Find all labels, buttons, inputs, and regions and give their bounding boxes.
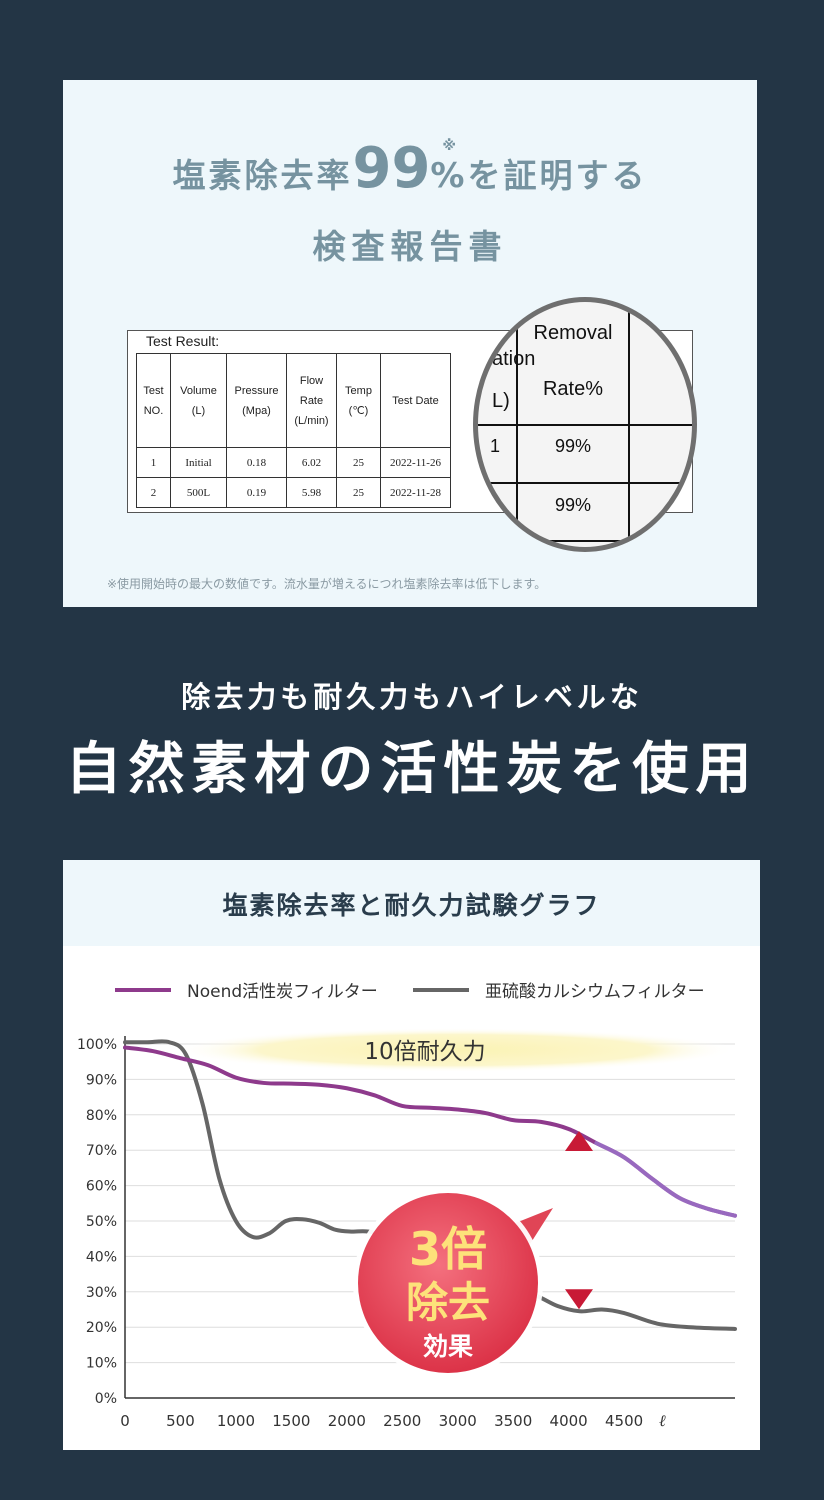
table-cell: 5.98 — [286, 477, 337, 508]
table-cell: 6.02 — [286, 447, 337, 478]
y-tick-label: 70% — [86, 1143, 117, 1159]
y-tick-label: 50% — [86, 1214, 117, 1230]
x-tick-label: 500 — [166, 1412, 195, 1430]
header-flow-rate: Flow Rate (L/min) — [286, 353, 337, 448]
y-tick-label: 90% — [86, 1072, 117, 1088]
header-volume: Volume (L) — [170, 353, 227, 448]
durability-banner: 10倍耐久力 — [175, 1028, 735, 1072]
magnified-divider — [478, 482, 692, 484]
report-panel: 塩素除去率99% ※ を証明する 検査報告書 Test Result: Test NO… — [63, 80, 757, 607]
y-tick-label: 40% — [86, 1249, 117, 1265]
report-footnote: ※使用開始時の最大の数値です。流水量が増えるにつれ塩素除去率は低下します。 — [107, 577, 547, 591]
magnified-divider — [478, 424, 692, 426]
removal-rate-column: ation L) 1 Removal Rate% 99% 99% — [478, 302, 692, 547]
y-tick-label: 100% — [77, 1037, 117, 1053]
difference-arrow-head-up — [565, 1130, 593, 1151]
x-unit-label: ℓ — [659, 1411, 666, 1430]
removal-value-2: 99% — [554, 495, 592, 515]
difference-arrow-head-down — [565, 1289, 593, 1310]
title-percent-wrap: % ※ — [430, 138, 468, 196]
table-cell: 0.18 — [226, 447, 287, 478]
test-result-table: Test NO. Volume (L) Pressure (Mpa) Flow Rate… — [136, 353, 451, 508]
legend-label: Noend活性炭フィルター — [187, 982, 378, 1002]
x-tick-label: 4500 — [605, 1412, 643, 1430]
table-cell: 2022-11-26 — [380, 447, 451, 478]
banner-highlight — [175, 1028, 735, 1072]
table-cell: 500L — [170, 477, 227, 508]
x-tick-label: 2500 — [383, 1412, 421, 1430]
header-pressure: Pressure (Mpa) — [226, 353, 287, 448]
y-tick-label: 10% — [86, 1356, 117, 1372]
badge-line1: 3倍 — [409, 1222, 487, 1276]
header-test-no: Test NO. — [136, 353, 171, 448]
table-cell: 0.19 — [226, 477, 287, 508]
x-tick-label: 2000 — [328, 1412, 366, 1430]
magnified-divider — [478, 540, 692, 542]
header-temp: Temp (℃) — [336, 353, 381, 448]
chart-axes — [124, 1036, 735, 1399]
x-tick-label: 1500 — [272, 1412, 310, 1430]
x-tick-label: 1000 — [217, 1412, 255, 1430]
series-line-noend-tail — [594, 1141, 737, 1218]
chart-header: 塩素除去率と耐久力試験グラフ — [63, 860, 760, 946]
magnified-fragment-ation: ation — [492, 348, 536, 370]
x-tick-label: 3000 — [439, 1412, 477, 1430]
legend-label: 亜硫酸カルシウムフィルター — [485, 982, 705, 1002]
header-test-date: Test Date — [380, 353, 451, 448]
title-prefix: 塩素除去率 — [172, 156, 353, 195]
table-cell: 1 — [136, 447, 171, 478]
chart-legend: Noend活性炭フィルター 亜硫酸カルシウムフィルター — [115, 982, 705, 1002]
table-cell: 2022-11-28 — [380, 477, 451, 508]
report-subtitle: 検査報告書 — [312, 227, 508, 266]
title-footnote-mark: ※ — [442, 138, 460, 154]
magnifier-circle: ation L) 1 Removal Rate% 99% 99% — [473, 297, 697, 552]
y-tick-label: 60% — [86, 1179, 117, 1195]
title-number: 99 — [352, 136, 431, 201]
magnified-fragment-l: L) — [492, 390, 510, 412]
y-tick-label: 30% — [86, 1285, 117, 1301]
title-percent: % — [430, 156, 468, 196]
banner-text: 10倍耐久力 — [364, 1039, 485, 1065]
table-cell: 2 — [136, 477, 171, 508]
chart-tick-labels: 0% 10% 20% 30% 40% 50% 60% 70% 80% 90% 100% 0 500 100… — [77, 1037, 666, 1430]
y-tick-label: 0% — [95, 1391, 117, 1407]
headline-main: 自然素材の活性炭を使用 — [65, 737, 759, 802]
headline-sub: 除去力も耐久力もハイレベルな — [181, 680, 643, 714]
badge-line2: 除去 — [406, 1278, 490, 1327]
removal-value-1: 99% — [554, 436, 592, 456]
chart-series — [123, 1039, 737, 1331]
table-row: 2 500L 0.19 5.98 25 2022-11-28 — [136, 477, 451, 508]
x-tick-label: 4000 — [550, 1412, 588, 1430]
table-row: 1 Initial 0.18 6.02 25 2022-11-26 — [136, 447, 451, 478]
table-cell: 25 — [336, 477, 381, 508]
x-tick-label: 3500 — [494, 1412, 532, 1430]
title-suffix: を証明する — [467, 156, 648, 195]
y-tick-label: 20% — [86, 1320, 117, 1336]
report-title: 塩素除去率99% ※ を証明する — [63, 136, 757, 201]
chart-panel: 塩素除去率と耐久力試験グラフ Noend活性炭フィルター 亜硫酸カルシウムフィルタ… — [63, 860, 760, 1450]
document-caption: Test Result: — [146, 333, 220, 349]
table-cell: 25 — [336, 447, 381, 478]
series-line-calcium — [123, 1039, 737, 1331]
chart-title: 塩素除去率と耐久力試験グラフ — [222, 891, 601, 920]
y-tick-label: 80% — [86, 1108, 117, 1124]
rate-header: Rate% — [542, 378, 604, 400]
magnified-fragment-one: 1 — [490, 436, 501, 456]
badge-circle — [358, 1193, 538, 1373]
magnified-view: ation L) 1 Removal Rate% 99% 99% — [478, 302, 692, 547]
table-cell: Initial — [170, 447, 227, 478]
x-tick-label: 0 — [120, 1412, 130, 1430]
badge-line3: 効果 — [423, 1332, 473, 1361]
removal-header: Removal — [533, 322, 613, 344]
table-header-row: Test NO. Volume (L) Pressure (Mpa) Flow Rate… — [136, 353, 451, 448]
durability-line-chart: Noend活性炭フィルター 亜硫酸カルシウムフィルター 10倍耐久力 3倍除去効果… — [77, 982, 737, 1430]
